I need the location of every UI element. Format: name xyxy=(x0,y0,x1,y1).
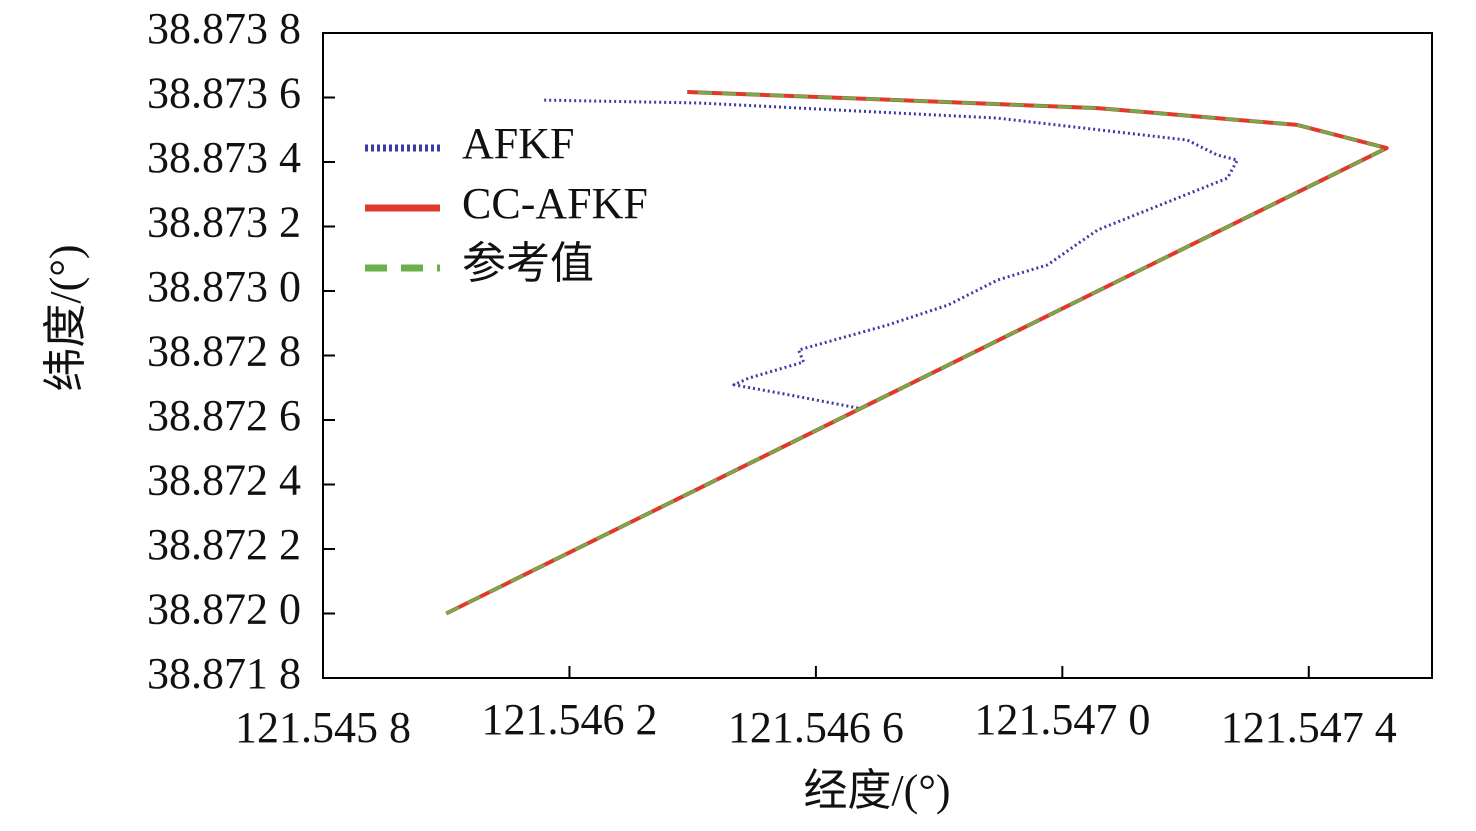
y-tick-label: 38.873 6 xyxy=(147,69,301,118)
y-tick-label: 38.872 2 xyxy=(147,520,301,569)
y-tick-label: 38.873 4 xyxy=(147,133,301,182)
y-tick-label: 38.872 0 xyxy=(147,585,301,634)
x-tick-label: 121.547 4 xyxy=(1221,703,1397,752)
series-line xyxy=(445,90,1389,616)
y-axis-label: 纬度/(°) xyxy=(41,244,90,391)
series-line xyxy=(445,90,1389,615)
series-line xyxy=(544,98,1239,410)
legend-label: CC-AFKF xyxy=(462,179,648,228)
y-tick-label: 38.873 2 xyxy=(147,198,301,247)
y-tick-label: 38.873 8 xyxy=(147,4,301,53)
legend-label: AFKF xyxy=(462,119,575,168)
x-tick-label: 121.547 0 xyxy=(974,695,1150,744)
y-tick-label: 38.873 0 xyxy=(147,262,301,311)
legend-label: 参考值 xyxy=(462,239,594,288)
x-tick-label: 121.546 6 xyxy=(728,703,904,752)
y-tick-label: 38.871 8 xyxy=(147,649,301,698)
y-tick-label: 38.872 4 xyxy=(147,456,301,505)
y-tick-label: 38.872 8 xyxy=(147,327,301,376)
x-tick-label: 121.546 2 xyxy=(481,695,657,744)
x-tick-label: 121.545 8 xyxy=(235,703,411,752)
x-axis-label: 经度/(°) xyxy=(803,766,950,815)
y-tick-label: 38.872 6 xyxy=(147,391,301,440)
